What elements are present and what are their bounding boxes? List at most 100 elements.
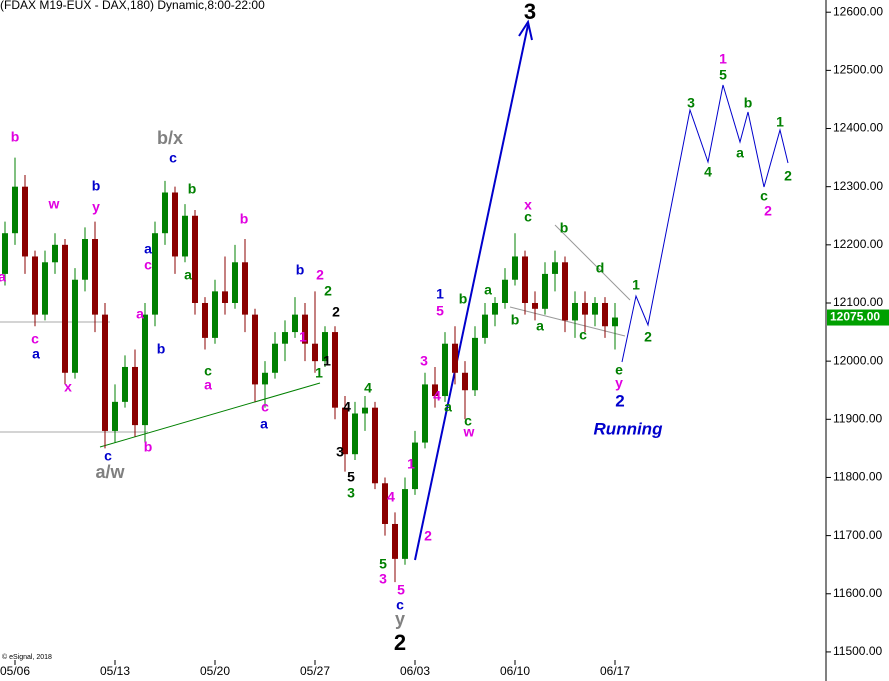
y-tick-label: 12300.00 <box>833 179 883 193</box>
candle-body <box>122 366 128 402</box>
wave-label: w <box>48 196 60 212</box>
x-tick-label: 05/27 <box>300 664 330 678</box>
wave-label: 3 <box>347 485 355 501</box>
candle-body <box>422 384 428 443</box>
candle-body <box>252 314 258 385</box>
candle-body <box>212 291 218 338</box>
wave-label: 1 <box>632 277 640 293</box>
wave-label: 4 <box>343 399 351 415</box>
candle-body <box>492 302 498 315</box>
candle-body <box>152 233 158 315</box>
candle-body <box>132 366 138 426</box>
candle-body <box>62 244 68 373</box>
y-tick-label: 12100.00 <box>833 295 883 309</box>
wave-label: x <box>524 197 532 213</box>
y-tick-label: 11800.00 <box>833 470 882 484</box>
wave-label: c <box>396 597 404 613</box>
candle-body <box>32 256 38 315</box>
candle-body <box>612 317 618 327</box>
x-tick-label: 06/17 <box>600 664 630 678</box>
wave-label: a <box>184 267 192 283</box>
wave-label: 3 <box>524 0 536 24</box>
y-tick-label: 12400.00 <box>833 121 883 135</box>
candle-body <box>22 186 28 257</box>
candle-body <box>222 291 228 303</box>
wave-label: a <box>144 241 152 257</box>
wave-label: d <box>596 260 605 276</box>
candle-body <box>602 302 608 327</box>
wave-label: 2 <box>764 203 772 219</box>
candle-body <box>282 332 288 344</box>
candle-body <box>582 302 588 315</box>
candle-body <box>412 442 418 490</box>
wave-label: 4 <box>387 489 395 505</box>
wave-label: b <box>560 220 569 236</box>
y-tick-label: 11500.00 <box>833 644 882 658</box>
candle-body <box>522 256 528 303</box>
last-price-label: 12075.00 <box>830 310 880 324</box>
wave-label: 4 <box>364 380 372 396</box>
wave-label: y <box>615 375 623 391</box>
wave-label: c <box>760 188 768 204</box>
candle-body <box>192 215 198 303</box>
wave-label: b <box>296 262 305 278</box>
wave-label: x <box>64 379 72 395</box>
candle-body <box>502 279 508 303</box>
wave-label: a/w <box>95 462 125 482</box>
wave-label: b <box>511 312 520 328</box>
candle-body <box>42 262 48 315</box>
copyright: © eSignal, 2018 <box>2 653 52 661</box>
wave-label: y <box>92 199 100 215</box>
wave-label: 3 <box>336 444 344 460</box>
candle-body <box>202 302 208 338</box>
candle-body <box>472 337 478 391</box>
trend-line <box>99 382 321 448</box>
x-tick-label: 05/13 <box>100 664 130 678</box>
wave-label: 1 <box>719 51 727 67</box>
wave-label: 3 <box>379 571 387 587</box>
wave-label: 1 <box>436 286 444 302</box>
candle-body <box>382 483 388 524</box>
wave-label: b <box>744 95 753 111</box>
y-tick-label: 11700.00 <box>833 528 882 542</box>
candle-body <box>232 262 238 303</box>
candle-body <box>262 372 268 385</box>
y-tick-label: 12000.00 <box>833 353 883 367</box>
trend-line <box>509 306 626 337</box>
y-tick-label: 11900.00 <box>833 411 882 425</box>
wave-label: 5 <box>436 303 444 319</box>
wave-label: y <box>395 609 405 629</box>
wave-label: 4 <box>704 164 712 180</box>
candle-body <box>432 384 438 397</box>
wave-label: c <box>464 413 472 429</box>
y-tick-label: 12500.00 <box>833 63 883 77</box>
candle-body <box>362 407 368 414</box>
candle-body <box>302 314 308 344</box>
candle-body <box>272 343 278 373</box>
wave-label: a <box>536 318 544 334</box>
candle-body <box>12 186 18 234</box>
wave-label: a <box>444 399 452 415</box>
wave-label: a <box>32 346 40 362</box>
candle-body <box>442 343 448 397</box>
wave-label: 5 <box>379 556 387 572</box>
wave-label: b <box>157 341 166 357</box>
wave-label: a <box>0 269 6 285</box>
wave-label: 2 <box>316 267 324 283</box>
candle-body <box>112 401 118 431</box>
candle-body <box>352 413 358 455</box>
candle-body <box>172 192 178 257</box>
y-tick-label: 11600.00 <box>833 586 882 600</box>
candle-body <box>542 273 548 309</box>
candle-body <box>452 343 458 373</box>
candle-body <box>332 332 338 408</box>
candle-body <box>142 314 148 426</box>
x-tick-label: 05/06 <box>0 664 30 678</box>
wave-label: b <box>11 129 20 145</box>
candle-body <box>82 239 88 280</box>
candle-body <box>532 302 538 309</box>
y-tick-label: 12600.00 <box>833 4 883 18</box>
last-price-box <box>827 309 889 326</box>
wave-label: 2 <box>324 283 332 299</box>
